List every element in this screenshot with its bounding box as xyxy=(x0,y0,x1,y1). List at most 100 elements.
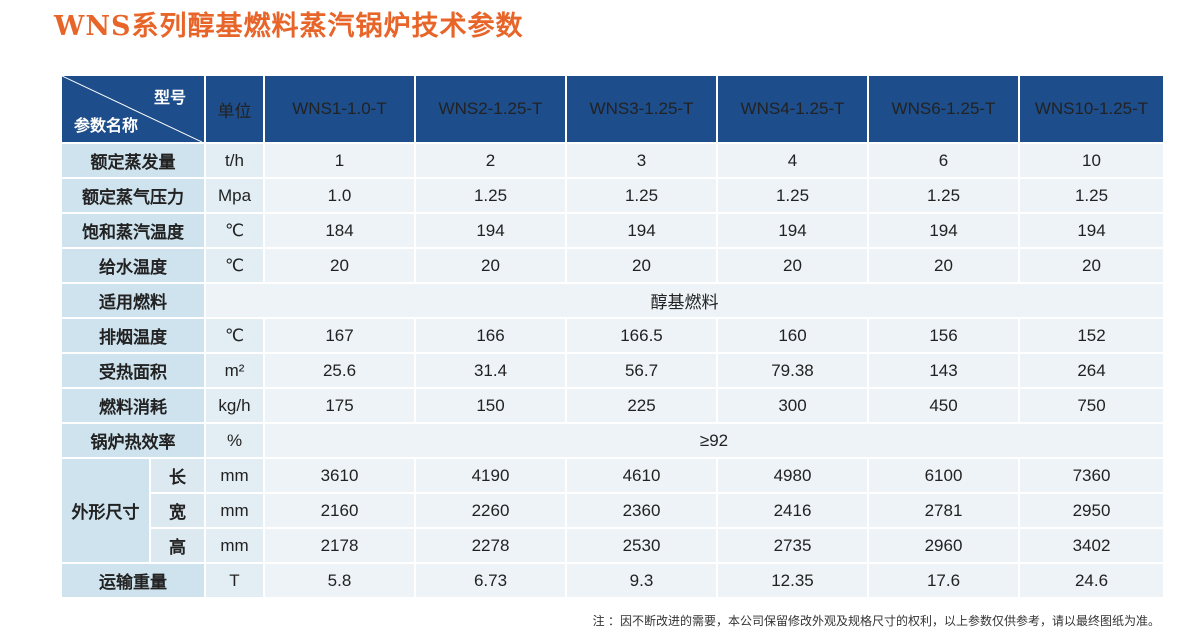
header-model-2: WNS2-1.25-T xyxy=(416,76,565,142)
header-model-6: WNS10-1.25-T xyxy=(1020,76,1163,142)
value-cell: 300 xyxy=(718,389,867,422)
unit-cell: ℃ xyxy=(206,249,263,282)
value-cell: 184 xyxy=(265,214,414,247)
page-title: WNS系列醇基燃料蒸汽锅炉技术参数 xyxy=(54,11,524,42)
param-name: 受热面积 xyxy=(62,354,204,387)
unit-cell: Mpa xyxy=(206,179,263,212)
param-name: 额定蒸气压力 xyxy=(62,179,204,212)
header-corner-cell: 型号 参数名称 xyxy=(62,76,204,142)
value-cell: 2735 xyxy=(718,529,867,562)
value-cell: 1.25 xyxy=(416,179,565,212)
header-model-3: WNS3-1.25-T xyxy=(567,76,716,142)
table-row: 饱和蒸汽温度 ℃ 184 194 194 194 194 194 xyxy=(62,214,1163,247)
value-cell: 6.73 xyxy=(416,564,565,597)
param-name: 额定蒸发量 xyxy=(62,144,204,177)
diagonal-divider xyxy=(62,76,202,142)
value-cell: 3610 xyxy=(265,459,414,492)
value-cell: 152 xyxy=(1020,319,1163,352)
param-name: 排烟温度 xyxy=(62,319,204,352)
header-model-label: 型号 xyxy=(153,90,186,107)
param-name: 锅炉热效率 xyxy=(62,424,204,457)
value-cell: 225 xyxy=(567,389,716,422)
param-name: 燃料消耗 xyxy=(62,389,204,422)
value-cell: 10 xyxy=(1020,144,1163,177)
header-unit-label: 单位 xyxy=(206,76,263,142)
header-model-5: WNS6-1.25-T xyxy=(869,76,1018,142)
value-cell: 143 xyxy=(869,354,1018,387)
value-cell: 1.0 xyxy=(265,179,414,212)
value-cell: 175 xyxy=(265,389,414,422)
value-cell: 20 xyxy=(1020,249,1163,282)
table-row: 宽 mm 2160 2260 2360 2416 2781 2950 xyxy=(62,494,1163,527)
header-row: 型号 参数名称 单位 WNS1-1.0-T WNS2-1.25-T WNS3-1… xyxy=(62,76,1163,142)
value-cell: 450 xyxy=(869,389,1018,422)
dims-group-label: 外形尺寸 xyxy=(62,459,149,562)
spec-table: 型号 参数名称 单位 WNS1-1.0-T WNS2-1.25-T WNS3-1… xyxy=(60,74,1165,599)
table-row: 额定蒸发量 t/h 1 2 3 4 6 10 xyxy=(62,144,1163,177)
value-cell: 194 xyxy=(567,214,716,247)
value-cell: 2260 xyxy=(416,494,565,527)
dim-label: 高 xyxy=(151,529,204,562)
value-cell: 56.7 xyxy=(567,354,716,387)
value-cell: 20 xyxy=(265,249,414,282)
param-name: 饱和蒸汽温度 xyxy=(62,214,204,247)
value-cell: 4610 xyxy=(567,459,716,492)
unit-cell: kg/h xyxy=(206,389,263,422)
value-cell: 9.3 xyxy=(567,564,716,597)
value-cell: 4980 xyxy=(718,459,867,492)
unit-cell: ℃ xyxy=(206,214,263,247)
unit-cell: % xyxy=(206,424,263,457)
footnote: 注 ：因不断改进的需要，本公司保留修改外观及规格尺寸的权利，以上参数仅供参考，请… xyxy=(592,614,1160,628)
value-cell: 20 xyxy=(567,249,716,282)
table-row: 锅炉热效率 % ≥92 xyxy=(62,424,1163,457)
value-cell: 194 xyxy=(416,214,565,247)
table-row: 排烟温度 ℃ 167 166 166.5 160 156 152 xyxy=(62,319,1163,352)
value-cell: 167 xyxy=(265,319,414,352)
header-model-4: WNS4-1.25-T xyxy=(718,76,867,142)
value-cell: 160 xyxy=(718,319,867,352)
value-cell: 2178 xyxy=(265,529,414,562)
value-cell: 6 xyxy=(869,144,1018,177)
table-row: 额定蒸气压力 Mpa 1.0 1.25 1.25 1.25 1.25 1.25 xyxy=(62,179,1163,212)
value-cell: 194 xyxy=(718,214,867,247)
value-cell: 20 xyxy=(869,249,1018,282)
table-row: 燃料消耗 kg/h 175 150 225 300 450 750 xyxy=(62,389,1163,422)
value-cell: 5.8 xyxy=(265,564,414,597)
merged-value-cell: ≥92 xyxy=(265,424,1163,457)
table-row: 给水温度 ℃ 20 20 20 20 20 20 xyxy=(62,249,1163,282)
header-param-label: 参数名称 xyxy=(74,118,139,135)
value-cell: 2416 xyxy=(718,494,867,527)
header-model-1: WNS1-1.0-T xyxy=(265,76,414,142)
value-cell: 194 xyxy=(869,214,1018,247)
value-cell: 2781 xyxy=(869,494,1018,527)
value-cell: 12.35 xyxy=(718,564,867,597)
value-cell: 3 xyxy=(567,144,716,177)
value-cell: 3402 xyxy=(1020,529,1163,562)
value-cell: 4 xyxy=(718,144,867,177)
table-row: 高 mm 2178 2278 2530 2735 2960 3402 xyxy=(62,529,1163,562)
param-name: 运输重量 xyxy=(62,564,204,597)
value-cell: 1.25 xyxy=(1020,179,1163,212)
table-row: 受热面积 m² 25.6 31.4 56.7 79.38 143 264 xyxy=(62,354,1163,387)
value-cell: 1.25 xyxy=(567,179,716,212)
merged-value-cell: 醇基燃料 xyxy=(206,284,1163,317)
value-cell: 194 xyxy=(1020,214,1163,247)
unit-cell: mm xyxy=(206,459,263,492)
param-name: 给水温度 xyxy=(62,249,204,282)
value-cell: 1.25 xyxy=(869,179,1018,212)
value-cell: 25.6 xyxy=(265,354,414,387)
value-cell: 4190 xyxy=(416,459,565,492)
value-cell: 2530 xyxy=(567,529,716,562)
unit-cell: mm xyxy=(206,494,263,527)
dim-label: 长 xyxy=(151,459,204,492)
value-cell: 156 xyxy=(869,319,1018,352)
value-cell: 2360 xyxy=(567,494,716,527)
value-cell: 20 xyxy=(718,249,867,282)
value-cell: 1.25 xyxy=(718,179,867,212)
value-cell: 24.6 xyxy=(1020,564,1163,597)
param-name: 适用燃料 xyxy=(62,284,204,317)
value-cell: 2960 xyxy=(869,529,1018,562)
value-cell: 2 xyxy=(416,144,565,177)
value-cell: 166.5 xyxy=(567,319,716,352)
value-cell: 6100 xyxy=(869,459,1018,492)
